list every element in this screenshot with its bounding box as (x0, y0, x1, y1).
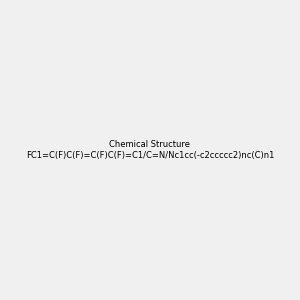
Text: Chemical Structure
FC1=C(F)C(F)=C(F)C(F)=C1/C=N/Nc1cc(-c2ccccc2)nc(C)n1: Chemical Structure FC1=C(F)C(F)=C(F)C(F)… (26, 140, 274, 160)
